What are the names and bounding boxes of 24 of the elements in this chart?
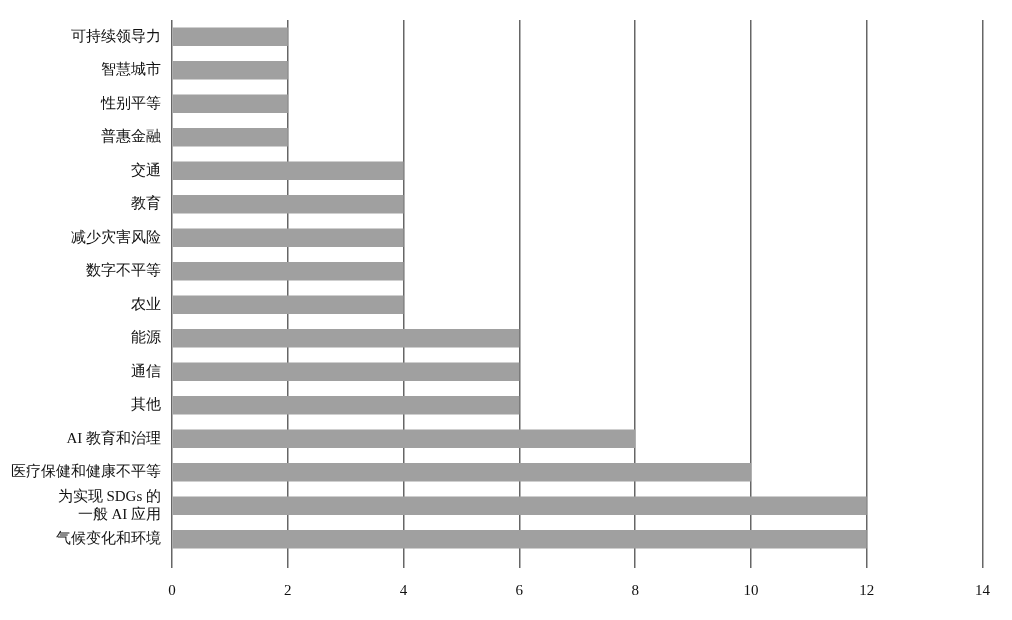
x-tick-label: 8 xyxy=(631,581,639,598)
y-tick-label: 气候变化和环境 xyxy=(56,530,161,547)
y-tick-label: 能源 xyxy=(131,329,161,346)
y-tick-label: 其他 xyxy=(131,396,161,413)
x-tick-label: 2 xyxy=(284,581,292,598)
y-tick-label: AI 教育和治理 xyxy=(66,429,161,446)
y-tick-label: 医疗保健和健康不平等 xyxy=(11,463,161,480)
x-tick-label: 4 xyxy=(399,581,408,598)
y-tick-label: 可持续领导力 xyxy=(71,27,161,44)
y-tick-label: 性别平等 xyxy=(100,94,161,111)
y-tick-label: 减少灾害风险 xyxy=(71,228,161,245)
x-tick-label: 12 xyxy=(859,581,875,598)
y-tick-label: 交通 xyxy=(131,161,161,178)
y-tick-label: 智慧城市 xyxy=(101,61,161,78)
y-tick-label: 通信 xyxy=(131,362,161,379)
y-tick-label: 数字不平等 xyxy=(86,262,161,279)
x-tick-label: 14 xyxy=(975,581,991,598)
y-tick-label: 为实现 SDGs 的一般 AI 应用 xyxy=(57,487,161,522)
y-tick-label: 农业 xyxy=(131,295,161,312)
x-tick-label: 0 xyxy=(168,581,176,598)
y-tick-label: 教育 xyxy=(131,195,161,212)
x-tick-label: 6 xyxy=(515,581,524,598)
x-tick-label: 10 xyxy=(743,581,759,598)
y-tick-label: 普惠金融 xyxy=(101,128,161,145)
